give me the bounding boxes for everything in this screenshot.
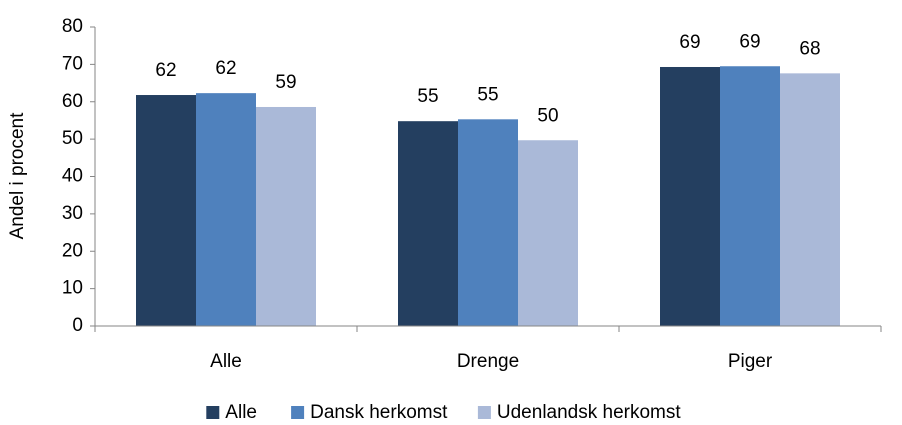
value-label: 68 bbox=[799, 38, 820, 59]
bar bbox=[196, 93, 256, 326]
x-tick-label: Drenge bbox=[457, 351, 519, 372]
y-tick-label: 0 bbox=[72, 315, 83, 336]
legend-swatch bbox=[291, 406, 305, 419]
bar bbox=[398, 121, 458, 326]
bar bbox=[458, 119, 518, 326]
legend-label: Alle bbox=[225, 402, 257, 423]
y-tick-label: 10 bbox=[62, 278, 83, 299]
value-label: 69 bbox=[739, 31, 760, 52]
y-tick-label: 40 bbox=[62, 166, 83, 187]
legend-label: Dansk herkomst bbox=[310, 402, 448, 423]
bar bbox=[780, 73, 840, 326]
bar bbox=[660, 66, 720, 327]
y-tick-label: 60 bbox=[62, 91, 83, 112]
value-label: 62 bbox=[215, 58, 236, 79]
y-tick-label: 20 bbox=[62, 240, 83, 261]
value-label: 55 bbox=[417, 86, 438, 107]
bar bbox=[720, 66, 780, 327]
value-label: 69 bbox=[679, 32, 700, 53]
y-tick-label: 80 bbox=[62, 16, 83, 37]
bar bbox=[518, 140, 578, 326]
value-label: 50 bbox=[537, 105, 558, 126]
x-tick-label: Alle bbox=[210, 351, 242, 372]
bar bbox=[136, 95, 196, 327]
x-tick-label: Piger bbox=[728, 351, 773, 372]
y-axis-label: Andel i procent bbox=[7, 112, 28, 239]
bar bbox=[256, 106, 316, 326]
value-label: 59 bbox=[275, 72, 296, 93]
value-label: 62 bbox=[155, 60, 176, 81]
legend-swatch bbox=[477, 406, 491, 419]
legend-swatch bbox=[206, 406, 220, 419]
y-tick-label: 70 bbox=[62, 53, 83, 74]
y-tick-label: 50 bbox=[62, 128, 83, 149]
value-label: 55 bbox=[477, 84, 498, 105]
y-tick-label: 30 bbox=[62, 203, 83, 224]
legend-label: Udenlandsk herkomst bbox=[497, 402, 681, 423]
